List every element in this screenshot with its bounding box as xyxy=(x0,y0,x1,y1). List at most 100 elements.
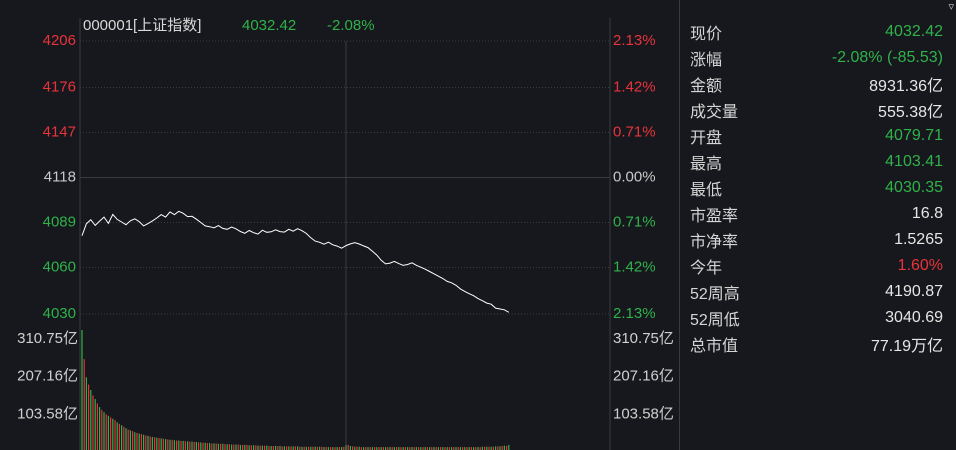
stat-row: 总市值 77.19万亿 xyxy=(690,331,943,357)
volume-bar xyxy=(446,447,448,450)
volume-bar xyxy=(125,428,127,450)
volume-bar xyxy=(283,446,285,450)
stat-value: 8931.36亿 xyxy=(869,78,943,95)
volume-bar xyxy=(268,446,270,450)
volume-bar xyxy=(442,447,444,450)
volume-bar xyxy=(506,446,508,450)
volume-bar xyxy=(398,447,400,450)
volume-bar xyxy=(376,447,378,450)
pct-tick-label: 0.71% xyxy=(613,213,656,230)
volume-bar xyxy=(165,439,167,450)
volume-bar xyxy=(402,447,404,450)
volume-bar xyxy=(374,447,376,450)
price-line xyxy=(81,210,510,313)
volume-bar xyxy=(327,447,329,450)
volume-bar xyxy=(319,446,321,450)
stat-label: 涨幅 xyxy=(690,52,723,69)
volume-bar xyxy=(178,440,180,450)
volume-bar xyxy=(217,443,219,450)
price-tick-label: 4060 xyxy=(43,258,76,275)
price-tick-label: 4176 xyxy=(43,79,76,96)
volume-bar xyxy=(365,447,367,450)
volume-bar xyxy=(457,447,459,450)
volume-bar xyxy=(123,426,125,450)
volume-bar xyxy=(264,445,266,450)
stat-row: 52周高 4190.87 xyxy=(690,279,943,305)
volume-bar xyxy=(140,434,142,450)
volume-bar xyxy=(134,432,136,450)
intraday-chart[interactable]: 4206 2.13% 4176 1.42% 4147 0.71% 4118 0.00% 4089… xyxy=(0,0,680,450)
volume-bar xyxy=(118,423,120,450)
volume-bar xyxy=(246,444,248,450)
volume-bar xyxy=(103,412,105,450)
volume-bar xyxy=(180,440,182,450)
volume-bar xyxy=(455,447,457,450)
volume-bar xyxy=(385,447,387,450)
volume-bar xyxy=(393,447,395,450)
volume-bar xyxy=(147,435,149,450)
stat-value: 4103.41 xyxy=(885,153,943,170)
volume-bar xyxy=(96,403,98,450)
volume-bar xyxy=(354,446,356,450)
volume-bar xyxy=(94,399,96,450)
volume-bar xyxy=(81,330,83,450)
price-tick-label: 4118 xyxy=(44,168,76,185)
stat-value: 1.60% xyxy=(897,257,943,274)
volume-bar xyxy=(143,434,145,450)
stat-value: 3040.69 xyxy=(885,309,943,326)
volume-bar xyxy=(228,444,230,450)
volume-bar xyxy=(138,433,140,450)
volume-bar xyxy=(488,446,490,450)
expand-arrow-icon[interactable]: ▿ xyxy=(948,1,954,13)
volume-bar xyxy=(149,436,151,450)
volume-bar xyxy=(224,444,226,450)
stat-label: 市净率 xyxy=(690,234,739,251)
volume-bar xyxy=(211,443,213,450)
stat-value: 77.19万亿 xyxy=(870,338,943,355)
volume-bar xyxy=(92,395,94,450)
volume-bar xyxy=(426,447,428,450)
stat-value: 4032.42 xyxy=(885,23,943,40)
volume-bar xyxy=(215,443,217,450)
volume-bar xyxy=(369,447,371,450)
volume-bar xyxy=(429,447,431,450)
volume-bar xyxy=(415,447,417,450)
volume-bar xyxy=(239,444,241,450)
volume-bar xyxy=(270,446,272,450)
volume-bar xyxy=(473,447,475,450)
volume-bar xyxy=(136,432,138,450)
pct-tick-label: 0.00% xyxy=(613,168,656,185)
volume-bar xyxy=(466,447,468,450)
pct-tick-label: 2.13% xyxy=(613,32,656,49)
volume-bar xyxy=(352,446,354,450)
volume-bar xyxy=(151,436,153,450)
volume-bar xyxy=(418,447,420,450)
volume-bar xyxy=(299,446,301,450)
volume-bar xyxy=(413,447,415,450)
volume-bar xyxy=(275,446,277,450)
volume-bar xyxy=(367,447,369,450)
volume-bar xyxy=(250,445,252,450)
volume-bar xyxy=(187,441,189,450)
stat-row: 金额 8931.36亿 xyxy=(690,71,943,97)
volume-bar xyxy=(303,446,305,450)
volume-bar xyxy=(464,447,466,450)
price-tick-label: 4147 xyxy=(43,123,76,140)
volume-bar xyxy=(330,447,332,450)
stat-label: 今年 xyxy=(690,260,723,277)
volume-bar xyxy=(154,437,156,450)
index-title: 000001[上证指数] xyxy=(83,17,201,34)
volume-bar xyxy=(424,447,426,450)
volume-bar xyxy=(497,446,499,450)
volume-bar xyxy=(110,417,112,450)
volume-bar xyxy=(281,446,283,450)
volume-bar xyxy=(99,407,101,450)
volume-bar xyxy=(477,447,479,450)
stat-value: 555.38亿 xyxy=(878,104,943,121)
volume-bar xyxy=(323,447,325,450)
volume-bar xyxy=(492,446,494,450)
price-tick-label: 4089 xyxy=(43,213,76,230)
volume-bar xyxy=(349,446,351,450)
volume-bar xyxy=(277,446,279,450)
volume-bar xyxy=(470,447,472,450)
